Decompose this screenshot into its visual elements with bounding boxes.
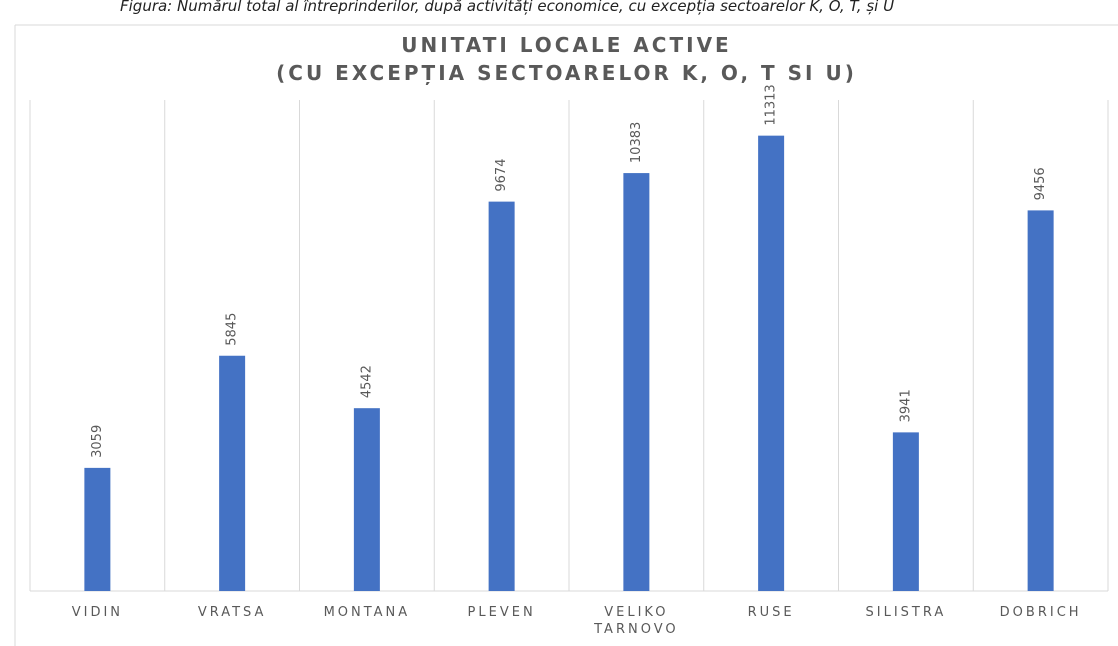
bar xyxy=(488,201,515,591)
data-label: 3941 xyxy=(898,389,913,422)
x-tick-label: SILISTRA xyxy=(865,605,947,620)
x-tick-label: VIDIN xyxy=(71,605,124,620)
data-label: 10383 xyxy=(629,122,644,163)
bar xyxy=(623,173,650,592)
chart-title: UNITATI LOCALE ACTIVE xyxy=(401,33,732,57)
data-label: 11313 xyxy=(764,84,779,125)
bar xyxy=(892,432,919,591)
data-label: 5845 xyxy=(225,313,240,346)
x-tick-label: DOBRICH xyxy=(999,605,1082,620)
x-tick-label: PLEVEN xyxy=(467,605,536,620)
x-tick-label: MONTANA xyxy=(323,605,411,620)
bar xyxy=(1027,210,1054,591)
x-tick-label: RUSE xyxy=(747,605,795,620)
data-label: 9456 xyxy=(1033,167,1048,200)
data-label: 4542 xyxy=(359,365,374,398)
bar xyxy=(758,135,785,592)
x-tick-label: VRATSA xyxy=(197,605,267,620)
bar xyxy=(219,355,246,591)
bar xyxy=(353,408,380,591)
data-label: 3059 xyxy=(90,425,105,458)
bar xyxy=(84,467,111,591)
x-tick-label: VELIKO TARNOVO xyxy=(594,605,679,637)
caption: Figura: Numărul total al întreprinderilo… xyxy=(120,0,895,15)
data-label: 9674 xyxy=(494,159,509,192)
chart-title: (CU EXCEPȚIA SECTOARELOR K, O, T SI U) xyxy=(276,61,857,85)
